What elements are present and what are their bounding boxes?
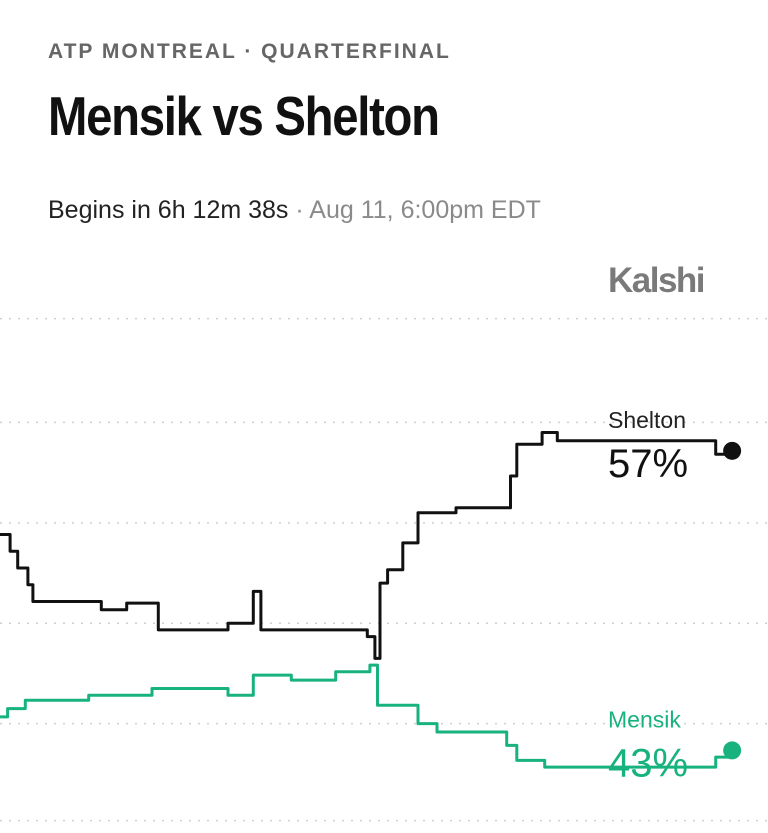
series-percent-shelton: 57% (608, 442, 688, 486)
kalshi-logo: Kalshi (608, 261, 706, 300)
start-time-text: Aug 11, 6:00pm EDT (309, 196, 541, 224)
event-eyebrow: ATP MONTREAL · QUARTERFINAL (48, 40, 451, 63)
series-endpoint-mensik (723, 741, 742, 760)
countdown-text: Begins in 6h 12m 38s (48, 196, 289, 224)
series-line-shelton (0, 431, 734, 660)
series-name-shelton: Shelton (608, 407, 686, 433)
series-endpoint-shelton (723, 441, 742, 460)
separator-dot: · (295, 196, 304, 224)
series-percent-mensik: 43% (608, 741, 688, 785)
series-line-mensik (0, 663, 734, 769)
series-name-mensik: Mensik (608, 706, 681, 732)
schedule-line: Begins in 6h 12m 38s · Aug 11, 6:00pm ED… (48, 196, 541, 225)
match-title: Mensik vs Shelton (48, 85, 440, 147)
